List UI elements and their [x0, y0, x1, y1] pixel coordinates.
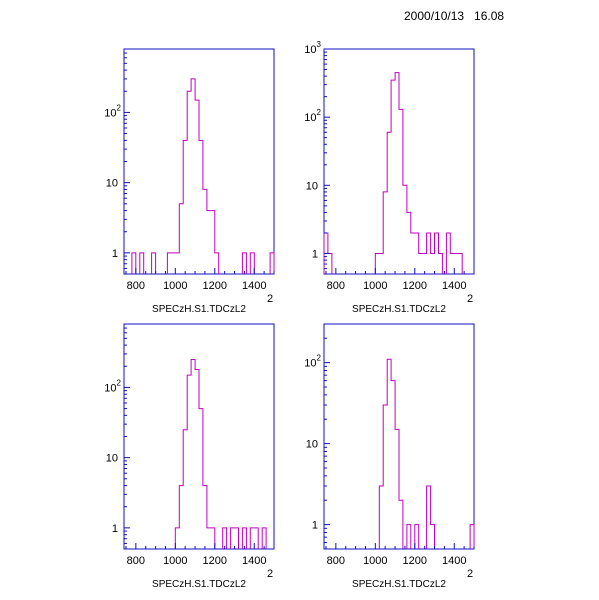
y-tick-label: 102	[304, 354, 321, 370]
x-tick-label: 1000	[363, 280, 387, 292]
histogram-series	[323, 72, 463, 274]
histogram-series	[131, 78, 275, 274]
y-tick-label: 1	[112, 248, 118, 260]
y-tick-label: 10	[106, 453, 118, 465]
y-tick-label: 1	[312, 248, 318, 260]
x-axis-title: SPECzH.S1.TDCzL2	[152, 304, 246, 315]
x-tick-label: 800	[127, 280, 145, 292]
x-exponent-label: 2	[267, 568, 273, 580]
x-tick-label: 1200	[203, 280, 227, 292]
x-axis-title: SPECzH.S1.TDCzL2	[352, 304, 446, 315]
x-tick-label: 1200	[203, 555, 227, 567]
x-tick-label: 1400	[242, 555, 266, 567]
histogram-panel-3: 800 1000 1200 1400 1 10 102 2 SPECzH.S1.TDCzL2	[104, 323, 275, 590]
x-exponent-label: 2	[467, 568, 473, 580]
y-tick-label: 103	[304, 40, 321, 56]
x-tick-label: 1200	[403, 555, 427, 567]
x-tick-label: 1400	[242, 280, 266, 292]
plot-frame	[323, 323, 475, 550]
y-tick-label: 10	[306, 180, 318, 192]
y-tick-label: 102	[104, 378, 121, 394]
y-tick-label: 10	[106, 178, 118, 190]
histogram-series	[378, 358, 475, 549]
histogram-panel-1: 800 1000 1200 1400 1 10 102 2 SPECzH.S1.TDCzL2	[104, 48, 275, 315]
x-tick-label: 800	[127, 555, 145, 567]
x-tick-label: 1000	[163, 555, 187, 567]
histogram-series	[174, 359, 267, 549]
y-tick-label: 10	[306, 439, 318, 451]
y-tick-label: 102	[104, 103, 121, 119]
y-tick-label: 1	[312, 520, 318, 532]
plot-frame	[123, 323, 275, 550]
timestamp: 2000/10/13 16.08	[404, 9, 505, 23]
histogram-panel-2: 800 1000 1200 1400 1 10 102 103 2 SPECzH.S1.TDCzL…	[304, 40, 475, 315]
x-axis-title: SPECzH.S1.TDCzL2	[352, 579, 446, 590]
y-tick-label: 1	[112, 523, 118, 535]
x-exponent-label: 2	[267, 293, 273, 305]
x-tick-label: 800	[327, 555, 345, 567]
x-tick-label: 1400	[442, 555, 466, 567]
x-axis-title: SPECzH.S1.TDCzL2	[152, 579, 246, 590]
y-tick-label: 102	[304, 108, 321, 124]
x-tick-label: 1400	[442, 280, 466, 292]
histogram-panel-4: 800 1000 1200 1400 1 10 102 2 SPECzH.S1.TDCzL2	[304, 323, 475, 590]
x-tick-label: 1200	[403, 280, 427, 292]
plot-frame	[323, 48, 475, 275]
x-exponent-label: 2	[467, 293, 473, 305]
x-tick-label: 800	[327, 280, 345, 292]
plot-frame	[123, 48, 275, 275]
x-tick-label: 1000	[163, 280, 187, 292]
x-tick-label: 1000	[363, 555, 387, 567]
